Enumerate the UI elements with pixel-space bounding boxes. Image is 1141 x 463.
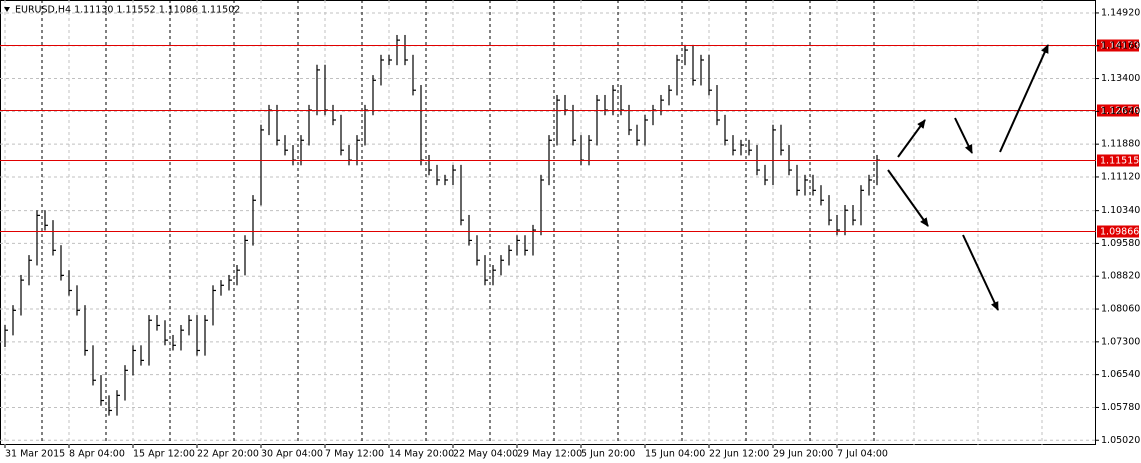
x-tick-label: 22 May 04:00 [453, 449, 518, 460]
y-tick-label: 1.14160 [1101, 40, 1140, 51]
level-label: 1.14173 [1100, 41, 1139, 52]
level-label-box [1097, 104, 1139, 117]
y-tick-label: 1.07300 [1101, 336, 1140, 347]
y-tick-label: 1.08060 [1101, 304, 1140, 315]
chart-title: EURUSD,H4 1.11130 1.11552 1.11086 1.1150… [15, 5, 240, 16]
arrow [999, 44, 1049, 153]
x-tick-label: 29 Jun 20:00 [773, 449, 833, 460]
y-tick-label: 1.11880 [1101, 139, 1140, 150]
menu-triangle[interactable] [4, 7, 10, 12]
level-label: 1.11515 [1100, 156, 1139, 167]
y-tick-label: 1.06540 [1101, 369, 1140, 380]
x-tick-label: 15 Apr 12:00 [133, 449, 195, 460]
y-tick-label: 1.13400 [1101, 73, 1140, 84]
x-tick-label: 31 Mar 2015 [5, 449, 65, 460]
level-label: 1.09866 [1100, 227, 1139, 238]
level-label-box [1097, 39, 1139, 52]
bars [4, 34, 880, 416]
level-label: 1.12676 [1100, 106, 1139, 117]
level-label-box [1097, 154, 1139, 167]
arrow [962, 234, 999, 311]
x-tick-label: 22 Apr 20:00 [197, 449, 259, 460]
y-tick-label: 1.14920 [1101, 7, 1140, 18]
x-tick-label: 7 Jul 04:00 [837, 449, 888, 460]
x-tick-label: 29 May 12:00 [517, 449, 582, 460]
y-tick-label: 1.10340 [1101, 205, 1140, 216]
y-tick-label: 1.12640 [1101, 106, 1140, 117]
x-tick-label: 14 May 20:00 [389, 449, 454, 460]
plot-area [0, 0, 1096, 445]
y-tick-label: 1.08820 [1101, 271, 1140, 282]
y-tick-label: 1.09580 [1101, 238, 1140, 249]
x-tick-label: 5 Jun 20:00 [581, 449, 635, 460]
levels: 1.14173 1.12676 1.11515 1.09866 [0, 39, 1139, 238]
arrow [887, 169, 929, 227]
level-label-box [1097, 225, 1139, 238]
y-tick-label: 1.11120 [1101, 171, 1140, 182]
x-tick-label: 30 Apr 04:00 [261, 449, 323, 460]
x-tick-label: 15 Jun 04:00 [645, 449, 705, 460]
arrow [897, 119, 926, 158]
y-tick-label: 1.05780 [1101, 402, 1140, 413]
x-tick-label: 22 Jun 12:00 [709, 449, 769, 460]
x-tick-label: 8 Apr 04:00 [69, 449, 125, 460]
grid [0, 0, 1096, 445]
x-tick-label: 7 May 12:00 [325, 449, 384, 460]
y-tick-label: 1.05020 [1101, 435, 1140, 446]
arrow [954, 117, 973, 154]
forecast-arrows [887, 44, 1049, 311]
